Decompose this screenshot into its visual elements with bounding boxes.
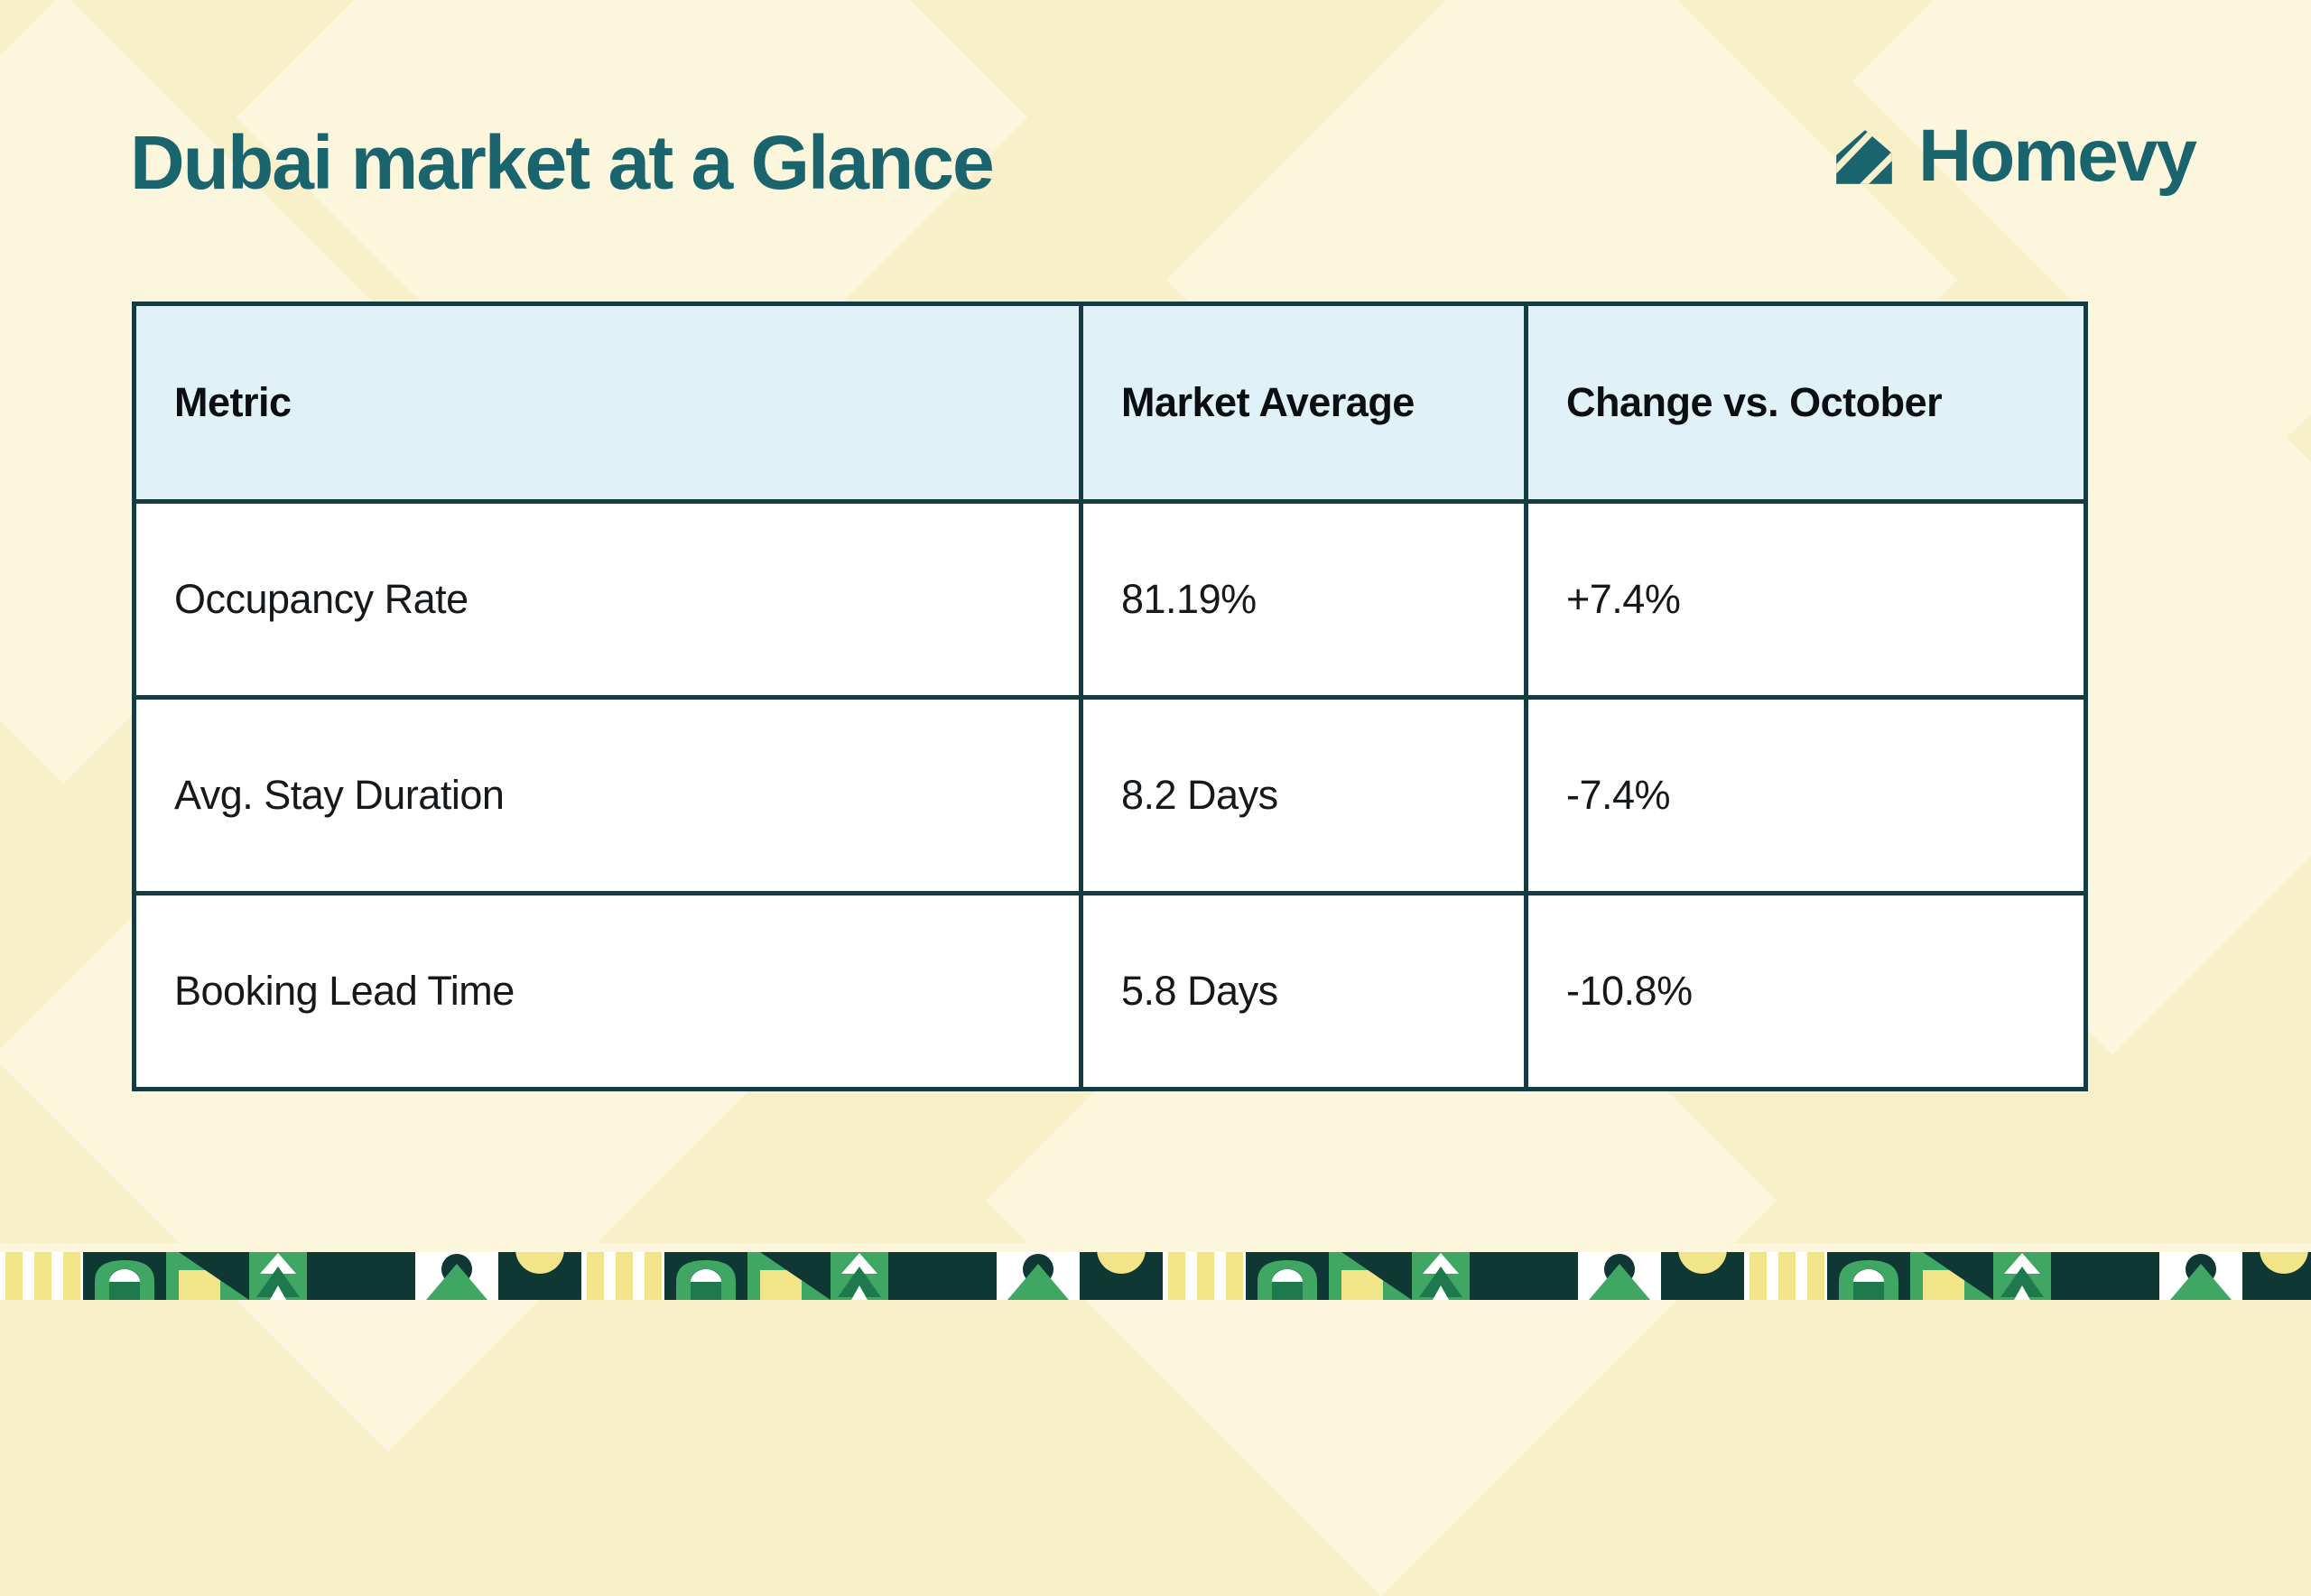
diagonal-tile bbox=[166, 1252, 249, 1300]
diagonal-tile bbox=[1910, 1252, 1993, 1300]
arch-tile bbox=[1827, 1252, 1910, 1300]
diagonal-tile bbox=[747, 1252, 831, 1300]
hourglass-tile bbox=[1578, 1252, 1661, 1300]
homevy-brand-text: Homevy bbox=[1917, 115, 2197, 197]
table-row: Occupancy Rate 81.19% +7.4% bbox=[132, 499, 2088, 700]
diagonal-tile bbox=[1329, 1252, 1412, 1300]
col-header-change-vs-october: Change vs. October bbox=[1524, 302, 2088, 504]
hourglass-tile bbox=[2159, 1252, 2242, 1300]
cell-average: 8.2 Days bbox=[1079, 695, 1528, 895]
stripes-tile bbox=[1744, 1252, 1827, 1300]
table-header-row: Metric Market Average Change vs. October bbox=[132, 302, 2088, 504]
arch-tile bbox=[83, 1252, 166, 1300]
cell-metric: Occupancy Rate bbox=[132, 499, 1083, 700]
table-row: Booking Lead Time 5.8 Days -10.8% bbox=[132, 891, 2088, 1091]
cell-metric: Booking Lead Time bbox=[132, 891, 1083, 1091]
col-header-metric: Metric bbox=[132, 302, 1083, 504]
dome-tile bbox=[498, 1252, 581, 1300]
market-metrics-table: Metric Market Average Change vs. October… bbox=[132, 302, 2088, 1091]
stripes-tile bbox=[1163, 1252, 1246, 1300]
cell-change: -10.8% bbox=[1524, 891, 2088, 1091]
homevy-house-icon bbox=[1836, 130, 1892, 184]
solid-tile bbox=[914, 1252, 997, 1300]
arrow-tile bbox=[249, 1252, 332, 1300]
dome-tile bbox=[1080, 1252, 1163, 1300]
arch-tile bbox=[664, 1252, 747, 1300]
cell-metric: Avg. Stay Duration bbox=[132, 695, 1083, 895]
arch-tile bbox=[1246, 1252, 1329, 1300]
cell-average: 5.8 Days bbox=[1079, 891, 1528, 1091]
homevy-logo: Homevy bbox=[1833, 115, 2197, 197]
solid-tile bbox=[1495, 1252, 1578, 1300]
footer-pattern-strip bbox=[0, 1252, 2311, 1300]
dome-tile bbox=[1661, 1252, 1744, 1300]
hourglass-tile bbox=[415, 1252, 498, 1300]
arrow-tile bbox=[831, 1252, 914, 1300]
arrow-tile bbox=[1412, 1252, 1495, 1300]
dome-tile bbox=[2242, 1252, 2311, 1300]
col-header-market-average: Market Average bbox=[1079, 302, 1528, 504]
solid-tile bbox=[332, 1252, 415, 1300]
footer-strip-topline bbox=[0, 1243, 2311, 1252]
arrow-tile bbox=[1993, 1252, 2076, 1300]
stripes-tile bbox=[0, 1252, 83, 1300]
cell-change: +7.4% bbox=[1524, 499, 2088, 700]
cell-change: -7.4% bbox=[1524, 695, 2088, 895]
hourglass-tile bbox=[997, 1252, 1080, 1300]
stripes-tile bbox=[581, 1252, 664, 1300]
page-title: Dubai market at a Glance bbox=[130, 120, 995, 205]
table-row: Avg. Stay Duration 8.2 Days -7.4% bbox=[132, 695, 2088, 895]
cell-average: 81.19% bbox=[1079, 499, 1528, 700]
solid-tile bbox=[2076, 1252, 2159, 1300]
